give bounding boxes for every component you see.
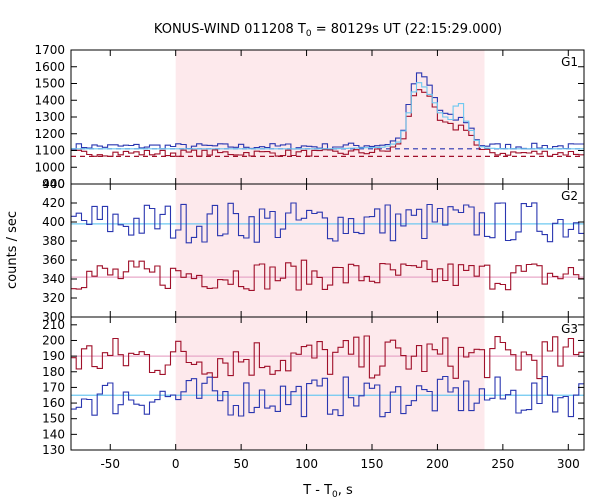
x-axis-label: T - T0, s — [302, 483, 353, 500]
x-tick-label: 250 — [491, 457, 514, 471]
y-tick-label: 340 — [42, 272, 65, 286]
x-tick-label: 100 — [295, 457, 318, 471]
lightcurve-series-blue — [71, 202, 584, 244]
y-tick-label: 440 — [42, 177, 65, 191]
y-tick-label: 1300 — [34, 110, 65, 124]
panel-label: G2 — [561, 189, 578, 203]
panel-g1: 900 1000 1100 1200 1300 1400 1500 1600 1700 G1 — [34, 43, 585, 191]
y-tick-label: 130 — [42, 443, 65, 457]
y-tick-label: 1500 — [34, 77, 65, 91]
lightcurve-series-red — [71, 259, 584, 291]
y-tick-label: 300 — [42, 310, 65, 324]
x-tick-label: 150 — [361, 457, 384, 471]
y-tick-label: 150 — [42, 412, 65, 426]
panel-g2: 300 320 340 360 380 400 420 440 G2 — [42, 177, 585, 324]
y-tick-label: 210 — [42, 318, 65, 332]
x-tick-label: -50 — [100, 457, 120, 471]
panel-label: G1 — [561, 55, 578, 69]
y-tick-label: 320 — [42, 291, 65, 305]
x-tick-label: 200 — [426, 457, 449, 471]
y-tick-label: 170 — [42, 380, 65, 394]
y-axis-label: counts / sec — [5, 211, 20, 289]
y-tick-label: 360 — [42, 253, 65, 267]
y-tick-label: 1100 — [34, 144, 65, 158]
y-tick-label: 1200 — [34, 127, 65, 141]
y-tick-label: 190 — [42, 349, 65, 363]
lightcurve-series-cyan — [71, 82, 584, 150]
y-tick-label: 900 — [42, 177, 65, 191]
y-tick-label: 180 — [42, 365, 65, 379]
y-tick-label: 1700 — [34, 43, 65, 57]
burst-interval-shading — [175, 184, 485, 317]
x-tick-label: 50 — [233, 457, 248, 471]
panel-frame — [70, 316, 585, 451]
lightcurve-series-blue — [71, 375, 584, 418]
y-tick-label: 140 — [42, 427, 65, 441]
y-tick-label: 160 — [42, 396, 65, 410]
x-tick-label: 300 — [557, 457, 580, 471]
lightcurve-series-red — [71, 89, 584, 157]
y-tick-label: 420 — [42, 196, 65, 210]
y-tick-label: 1600 — [34, 60, 65, 74]
burst-interval-shading — [175, 50, 485, 184]
y-tick-label: 1400 — [34, 93, 65, 107]
chart-title: KONUS-WIND 011208 T0 = 80129s UT (22:15:… — [154, 22, 502, 39]
panel-label: G3 — [561, 322, 578, 336]
burst-interval-shading — [175, 317, 485, 450]
y-tick-label: 400 — [42, 215, 65, 229]
x-tick-label: 0 — [172, 457, 180, 471]
y-tick-label: 1000 — [34, 160, 65, 174]
y-tick-label: 200 — [42, 333, 65, 347]
y-tick-label: 380 — [42, 234, 65, 248]
lightcurve-series-red — [71, 335, 584, 380]
